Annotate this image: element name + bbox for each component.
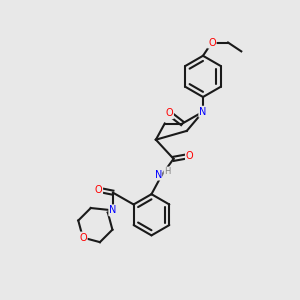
Text: O: O (94, 185, 102, 195)
Text: H: H (164, 167, 170, 176)
Text: N: N (109, 206, 117, 215)
Text: O: O (79, 232, 87, 243)
Text: O: O (186, 151, 194, 161)
Text: N: N (154, 170, 162, 180)
Text: O: O (208, 38, 216, 47)
Text: O: O (165, 108, 173, 118)
Text: N: N (199, 107, 207, 117)
